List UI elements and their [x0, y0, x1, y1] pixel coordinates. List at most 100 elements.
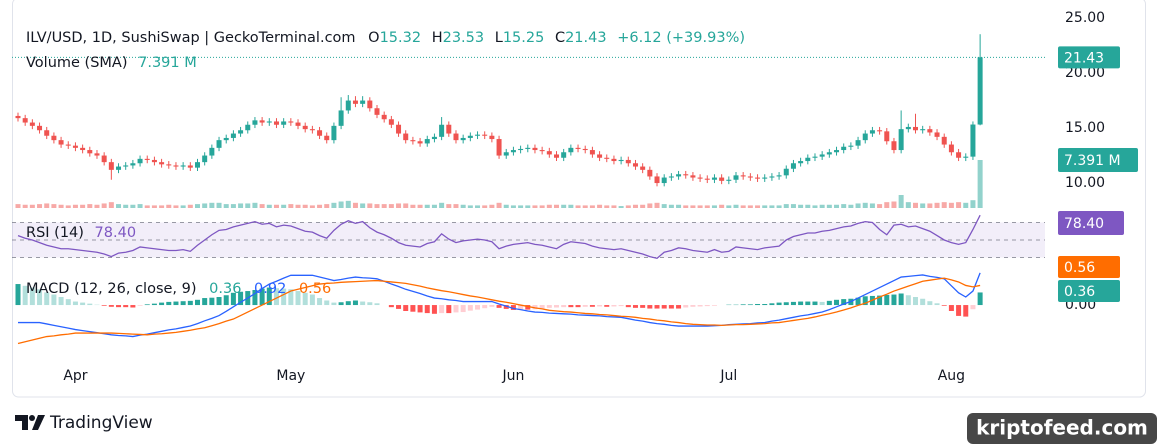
volume-label-box: 7.391 M — [1058, 148, 1138, 172]
candle-body — [510, 150, 516, 153]
rsi-label-box: 78.40 — [1058, 211, 1124, 235]
macd-title: MACD (12, 26, close, 9) — [26, 281, 197, 297]
volume-bar — [719, 204, 725, 208]
candle-body — [503, 152, 509, 156]
volume-bar — [589, 205, 595, 208]
macd-histogram-bar — [668, 305, 674, 309]
candle-body — [704, 178, 710, 180]
open-value: 15.32 — [380, 30, 422, 46]
macd-histogram-bar — [963, 305, 969, 317]
volume-bar — [618, 206, 624, 208]
candle-body — [108, 162, 114, 170]
candle-body — [525, 147, 531, 149]
candle-body — [130, 163, 136, 166]
volume-bar — [747, 205, 753, 208]
macd-histogram-bar — [561, 305, 567, 308]
volume-bar — [187, 204, 193, 208]
macd-histogram-bar — [367, 302, 373, 306]
volume-bar — [489, 204, 495, 208]
volume-bar — [65, 205, 71, 208]
volume-bar — [970, 200, 976, 208]
candle-body — [755, 177, 761, 179]
macd-histogram-bar — [309, 294, 315, 306]
macd-histogram-bar — [568, 305, 574, 308]
candle-body — [467, 135, 473, 138]
volume-bar — [776, 205, 782, 208]
volume-bar — [37, 204, 43, 208]
macd-histogram-bar — [862, 296, 868, 306]
candle-body — [489, 135, 495, 140]
candle-body — [561, 152, 567, 158]
volume-bar — [467, 205, 473, 208]
volume-bar — [690, 205, 696, 208]
macd-histogram-bar — [195, 299, 200, 306]
candle-body — [72, 145, 78, 148]
macd-histogram-bar — [898, 293, 904, 306]
macd-histogram-bar — [187, 300, 193, 306]
macd-histogram-bar — [202, 298, 208, 306]
volume-bar — [597, 204, 603, 208]
macd-histogram-bar — [970, 305, 976, 310]
macd-histogram-bar — [790, 301, 796, 306]
candle-body — [259, 120, 265, 123]
volume-bar — [625, 205, 631, 208]
candle-body — [747, 176, 753, 178]
x-tick-label: Aug — [938, 368, 965, 384]
volume-bar — [841, 204, 847, 208]
macd-histogram-bar — [130, 305, 136, 308]
candle-body — [604, 157, 610, 159]
candle-body — [941, 136, 947, 145]
volume-bar — [381, 204, 387, 208]
macd-histogram-bar — [238, 291, 244, 306]
candle-body — [324, 135, 330, 141]
macd-histogram-bar — [762, 304, 768, 306]
volume-bar — [661, 204, 667, 208]
macd-histogram-bar — [116, 305, 122, 308]
volume-bar — [15, 204, 21, 208]
price-box-text: 21.43 — [1064, 50, 1104, 66]
candle-body — [273, 121, 279, 125]
macd-histogram-bar — [252, 290, 258, 306]
candle-body — [568, 147, 574, 153]
macd-histogram-bar — [819, 301, 825, 306]
volume-bar — [963, 202, 969, 208]
volume-bar — [855, 203, 861, 208]
volume-bar — [733, 204, 739, 208]
macd-histogram-bar — [589, 305, 595, 307]
brand: TradingView — [49, 413, 153, 433]
macd-histogram-bar — [331, 302, 337, 306]
legend-rsi: RSI (14) 78.40 — [26, 225, 136, 241]
legend-main: ILV/USD, 1D, SushiSwap | GeckoTerminal.c… — [26, 30, 745, 46]
watermark-text: kriptofeed.com — [976, 416, 1148, 440]
candle-body — [726, 179, 732, 181]
candle-body — [690, 175, 696, 178]
volume-bar — [575, 205, 581, 208]
macd-box-text: 0.56 — [1064, 260, 1095, 276]
macd-histogram-bar — [647, 305, 653, 309]
candle-body — [862, 133, 868, 141]
volume-bar — [324, 204, 330, 208]
candle-body — [195, 162, 200, 168]
macd-histogram-bar — [934, 303, 940, 306]
candle-body — [920, 129, 926, 131]
volume-bar — [611, 205, 617, 208]
rsi-title: RSI (14) — [26, 225, 84, 241]
volume-bar — [352, 202, 358, 208]
candle-body — [913, 126, 918, 131]
macd-box — [1058, 280, 1120, 302]
candle-body — [798, 161, 804, 164]
volume-bar — [704, 205, 710, 208]
macd-label-box: 0.36 — [1058, 280, 1120, 302]
macd-histogram-bar — [747, 304, 753, 306]
candle-body — [948, 144, 954, 153]
macd-histogram-bar — [417, 305, 423, 313]
volume-box — [1058, 148, 1138, 172]
macd-histogram-bar — [467, 305, 473, 311]
rsi-band — [12, 222, 1045, 258]
macd-histogram-bar — [29, 287, 35, 306]
volume-bar — [546, 204, 552, 208]
volume-bar — [252, 202, 258, 208]
volume-bar — [582, 205, 588, 208]
macd-histogram-bar — [166, 301, 172, 306]
candle-body — [439, 124, 445, 137]
